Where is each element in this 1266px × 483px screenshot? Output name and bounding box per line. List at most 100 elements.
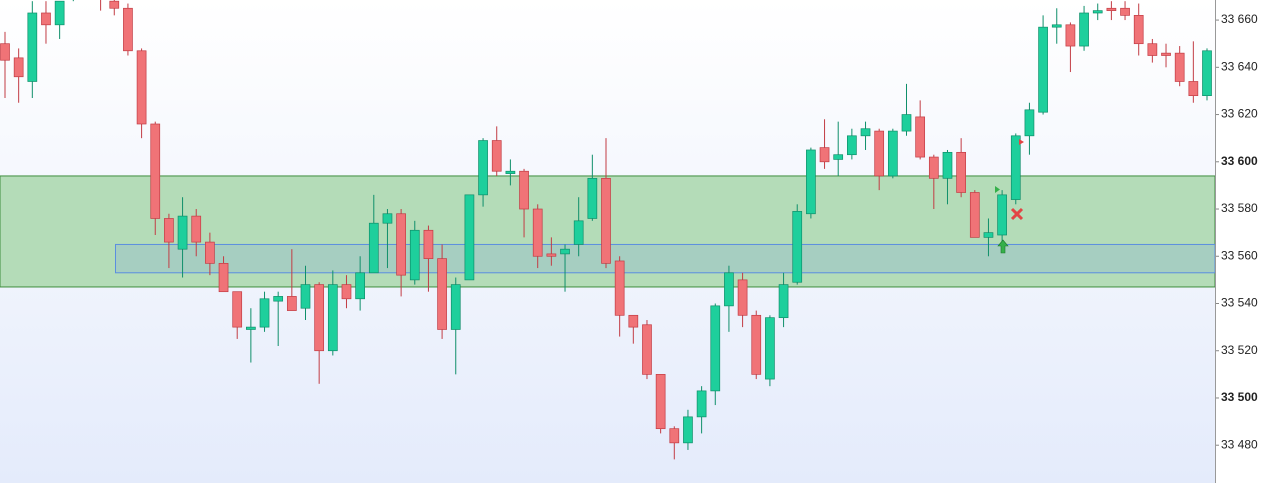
candle-body [286,296,297,311]
candle-body [314,284,325,352]
price-zone [115,243,1215,274]
candle-body [765,317,775,380]
buy-arrow [997,239,1009,254]
y-tick-label: 33 520 [1221,343,1258,357]
candle-body [724,272,734,307]
candle-body [601,177,611,264]
candle-body [887,130,898,177]
candle-body [819,147,830,163]
candle-body [696,390,707,418]
candle-body [573,220,584,245]
y-tick-label: 33 660 [1221,12,1258,26]
candle-body [942,151,953,179]
candle-body [669,428,680,444]
candle-body [1051,24,1062,28]
candle-body [273,296,284,302]
candle-body [123,7,133,52]
y-tick-label: 33 500 [1221,390,1258,404]
price-axis-bg [1215,0,1266,483]
candle-body [1161,52,1171,56]
candle-body [109,0,120,9]
candle-body [983,232,994,238]
candle-body [833,154,844,160]
candle-body [997,194,1007,236]
candle-body [1038,26,1048,113]
candle-body [355,272,365,300]
candle-body [683,416,693,444]
candle-body [874,130,885,177]
y-tick-label: 33 480 [1221,437,1258,451]
candle-body [806,149,816,215]
candle-body [437,258,447,330]
candle-body [546,253,557,257]
candle-body [54,0,65,26]
y-tick-label: 33 560 [1221,248,1258,262]
entry-marker [995,186,1000,193]
candle-body [1133,15,1144,45]
candle-body [737,279,748,316]
candle-body [792,211,803,283]
candle-body [860,128,871,137]
candle-body [0,43,10,61]
candle-body [164,218,174,243]
candle-body [710,305,721,392]
candle-body [901,114,912,132]
candle-body [150,123,161,219]
candle-body [464,194,475,281]
y-tick-label: 33 640 [1221,59,1258,73]
exit-cross [1010,207,1024,221]
candle-body [246,326,256,330]
candle-body [409,229,420,281]
candle-body [423,229,434,259]
candle-body [136,50,147,125]
candle-body [1147,43,1158,56]
candle-body [642,324,652,375]
candle-body [177,215,188,250]
candle-body [368,222,379,274]
candle-body [27,12,38,82]
candle-body [450,284,461,330]
candle-body [327,284,338,352]
candle-body [519,170,529,210]
candle-body [41,12,51,26]
candle-body [1120,7,1130,16]
candle-body [1188,81,1199,97]
candle-body [491,140,502,172]
candle-body [847,135,857,156]
y-tick-label: 33 620 [1221,107,1258,121]
candle-body [1092,10,1103,14]
candle-body [259,298,270,328]
candle-body [396,213,406,276]
candle-body [300,284,311,309]
candle-body [614,260,625,316]
candle-body [505,170,516,174]
candle-body [587,177,598,219]
candle-body [655,374,666,430]
candle-body [969,192,980,238]
candle-body [778,284,789,319]
candle-body [218,262,229,293]
candle-body [751,314,762,375]
candle-body [532,208,543,257]
candle-body [1024,109,1035,137]
y-tick-label: 33 540 [1221,296,1258,310]
candle-body [928,156,939,179]
candle-body [1174,52,1185,82]
candle-body [628,314,639,328]
candle-body [1079,12,1089,47]
candle-body [1202,50,1212,97]
candle-body [232,291,243,328]
candle-body [915,116,926,158]
candle-body [478,140,488,196]
candle-body [560,248,570,255]
candle-body [205,241,215,264]
candle-body [191,215,202,243]
y-tick-label: 33 600 [1221,154,1258,168]
candle-body [1065,24,1076,47]
candle-body [1010,135,1021,200]
candle-body [13,57,24,78]
candle-body [382,213,393,224]
candle-body [1106,7,1117,11]
y-tick-label: 33 580 [1221,201,1258,215]
